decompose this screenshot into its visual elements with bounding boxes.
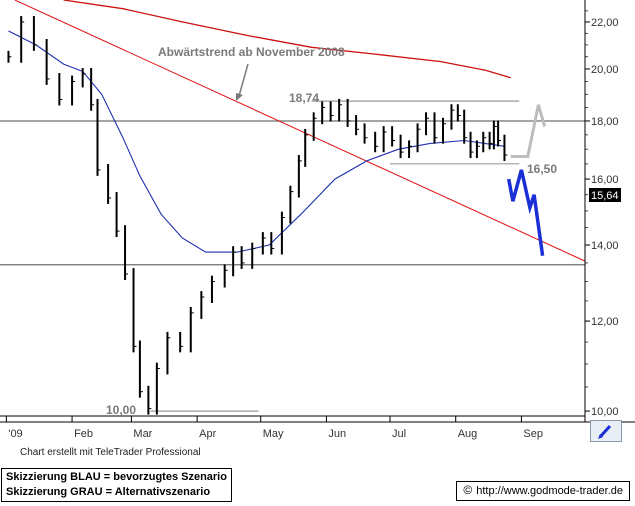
- grid-layer: [0, 100, 585, 412]
- moving-average-short-line: [8, 30, 505, 253]
- website-url: http://www.godmode-trader.de: [476, 485, 623, 497]
- annotation-layer: Abwärtstrend ab November 2008 18,74 16,5…: [106, 45, 557, 417]
- legend-blue: Skizzierung BLAU = bevorzugtes Szenario: [6, 471, 227, 483]
- copyright-icon: ©: [463, 483, 473, 497]
- x-tick-label: Jul: [392, 428, 406, 440]
- moving-average-long-line: [63, 0, 511, 79]
- level-mid-label: 16,50: [527, 162, 557, 176]
- x-tick-label: Aug: [458, 428, 478, 440]
- downtrend-annotation: Abwärtstrend ab November 2008: [158, 45, 345, 59]
- scenario-blue-path: [506, 169, 545, 256]
- x-tick-label: Jun: [328, 428, 346, 440]
- level-high-label: 18,74: [289, 91, 319, 105]
- y-tick-label: 10,00: [591, 406, 619, 418]
- x-tick-label: May: [263, 428, 284, 440]
- draw-tool-button[interactable]: [590, 420, 622, 442]
- x-tick-label: Feb: [74, 428, 93, 440]
- y-tick-label: 12,00: [591, 316, 619, 328]
- x-tick-label: Mar: [133, 428, 152, 440]
- scenario-gray-path: [510, 104, 547, 158]
- y-tick-label: 20,00: [591, 64, 619, 76]
- x-tick-label: Sep: [523, 428, 543, 440]
- y-tick-label: 14,00: [591, 240, 619, 252]
- axis-layer: 10,00 12,00 14,00 16,00 18,00 20,00 22,00 '09 Fe…: [0, 0, 635, 440]
- scenario-layer: [506, 104, 547, 256]
- website-link[interactable]: © http://www.godmode-trader.de: [456, 481, 630, 501]
- arrow-down-icon: [236, 63, 249, 101]
- pen-icon: [598, 424, 612, 439]
- level-low-label: 10,00: [106, 403, 136, 417]
- y-tick-label: 16,00: [591, 174, 619, 186]
- last-price-label: 15,64: [591, 190, 619, 202]
- legend-gray: Skizzierung GRAU = Alternativszenario: [6, 486, 211, 498]
- x-tick-label: '09: [8, 428, 22, 440]
- scenario-legend: Skizzierung BLAU = bevorzugtes Szenario …: [1, 468, 232, 502]
- downtrend-line: [14, 0, 586, 262]
- chart-credit: Chart erstellt mit TeleTrader Profession…: [20, 447, 201, 458]
- last-price-marker: 15,64: [589, 188, 621, 202]
- y-tick-label: 22,00: [591, 17, 619, 29]
- y-tick-label: 18,00: [591, 116, 619, 128]
- x-tick-label: Apr: [199, 428, 216, 440]
- price-bars: [7, 16, 508, 415]
